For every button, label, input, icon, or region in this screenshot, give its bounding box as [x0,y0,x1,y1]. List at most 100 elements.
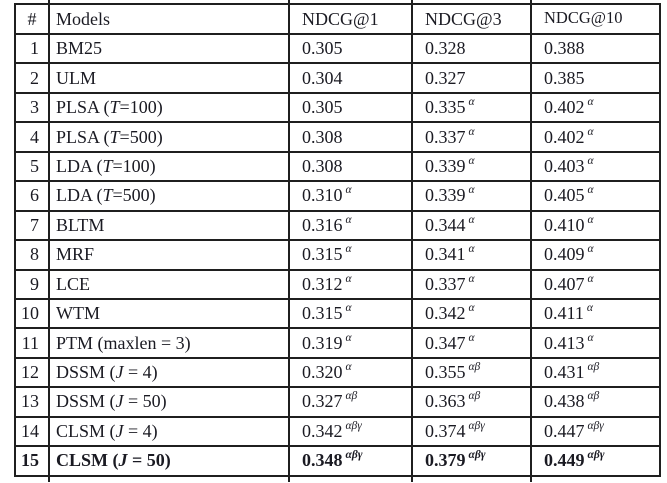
ndcg10-value: 0.409 α [530,239,661,271]
significance-superscript: α [587,154,594,167]
significance-superscript: α [586,302,593,315]
metric-value: 0.363 [425,391,466,412]
table-row: 13 DSSM (J = 50) 0.327 αβ 0.363 αβ 0.438 αβ [14,386,661,418]
significance-superscript: α [468,331,475,344]
model-name: DSSM (J = 4) [48,356,290,389]
model-text: BM25 [56,38,103,59]
metric-value: 0.339 [425,155,466,176]
ndcg10-value: 0.402 α [530,91,661,124]
ndcg3-value: 0.339 α [411,150,532,183]
metric-value: 0.447 [544,420,585,441]
metric-value: 0.348 [302,450,343,471]
metric-value: 0.328 [425,38,466,59]
model-text-post: = 50) [123,391,167,412]
ndcg1-value: 0.305 [288,91,413,124]
metric-value: 0.347 [425,332,466,353]
significance-superscript: αβγ [345,419,362,432]
model-param-italic: J [115,391,124,412]
metric-value: 0.374 [425,420,466,441]
model-name: CLSM (J = 50) [48,445,290,477]
row-number: 8 [14,239,50,271]
model-name: MRF [48,239,290,271]
metric-value: 0.402 [544,97,585,118]
row-number: 12 [14,356,50,389]
significance-superscript: αβγ [587,419,604,432]
metric-value: 0.320 [302,362,343,383]
significance-superscript: αβ [345,390,358,403]
significance-superscript: α [345,213,352,226]
model-text: MRF [56,244,95,265]
model-name: LDA (T=100) [48,150,290,183]
row-number: 9 [14,268,50,300]
ndcg10-value: 0.407 α [530,268,661,300]
row-number: 11 [14,327,50,359]
significance-superscript: α [587,125,594,138]
ndcg3-value: 0.339 α [411,180,532,212]
significance-superscript: α [587,213,594,226]
col-header-ndcg1: NDCG@1 [288,3,413,35]
ndcg3-value: 0.363 αβ [411,386,532,418]
table-row: 9 LCE 0.312 α 0.337 α 0.407 α [14,268,661,300]
table-row: 7 BLTM 0.316 α 0.344 α 0.410 α [14,209,661,242]
significance-superscript: α [587,331,594,344]
model-name: LDA (T=500) [48,180,290,212]
ndcg10-value: 0.438 αβ [530,386,661,418]
row-number: 2 [14,62,50,94]
significance-superscript: αβ [587,361,600,374]
ndcg1-value: 0.327 αβ [288,386,413,418]
table-row: 8 MRF 0.315 α 0.341 α 0.409 α [14,239,661,271]
model-name: BM25 [48,32,290,65]
row-number: 5 [14,150,50,183]
model-text: CLSM ( [56,420,116,441]
model-name: ULM [48,62,290,94]
model-param-italic: T [109,126,120,147]
model-text: ULM [56,67,96,88]
model-text: PTM (maxlen = 3) [56,332,191,353]
metric-value: 0.310 [302,185,343,206]
model-text: BLTM [56,214,105,235]
col-header-ndcg10: NDCG@10 [530,3,661,35]
ndcg3-value: 0.327 [411,62,532,94]
row-number: 3 [14,91,50,124]
significance-superscript: α [587,184,594,197]
border-tick [288,0,290,3]
significance-superscript: α [345,302,352,315]
metric-value: 0.315 [302,244,343,265]
significance-superscript: αβγ [468,419,485,432]
significance-superscript: αβγ [468,449,486,462]
ndcg-results-table: # Models NDCG@1 NDCG@3 NDCG@10 1 BM25 0.… [14,3,661,477]
metric-value: 0.413 [544,332,585,353]
row-number: 10 [14,297,50,330]
table-row: 2 ULM 0.304 0.327 0.385 [14,62,661,94]
metric-value: 0.304 [302,67,343,88]
model-param-italic: T [102,155,113,176]
col-header-ndcg3: NDCG@3 [411,3,532,35]
model-text: WTM [56,303,100,324]
ndcg1-value: 0.312 α [288,268,413,300]
significance-superscript: α [345,243,352,256]
metric-value: 0.388 [544,38,585,59]
table-row: 11 PTM (maxlen = 3) 0.319 α 0.347 α 0.413 α [14,327,661,359]
model-param-italic: T [102,185,113,206]
row-number: 4 [14,121,50,153]
ndcg3-value: 0.342 α [411,297,532,330]
table-row: 5 LDA (T=100) 0.308 0.339 α 0.403 α [14,150,661,183]
border-tick [411,475,413,482]
metric-value: 0.411 [544,303,584,324]
model-text-post: =100) [112,155,156,176]
metric-value: 0.344 [425,214,466,235]
ndcg3-value: 0.347 α [411,327,532,359]
model-text-post: = 4) [123,362,158,383]
metric-value: 0.305 [302,38,343,59]
ndcg3-value: 0.379 αβγ [411,445,532,477]
model-text-post: = 4) [123,420,158,441]
significance-superscript: α [587,96,594,109]
metric-value: 0.335 [425,97,466,118]
metric-value: 0.337 [425,273,466,294]
ndcg10-value: 0.385 [530,62,661,94]
significance-superscript: α [468,96,475,109]
model-text: CLSM ( [56,450,119,471]
model-text: LDA ( [56,155,103,176]
ndcg3-value: 0.374 αβγ [411,415,532,448]
metric-value: 0.431 [544,362,585,383]
